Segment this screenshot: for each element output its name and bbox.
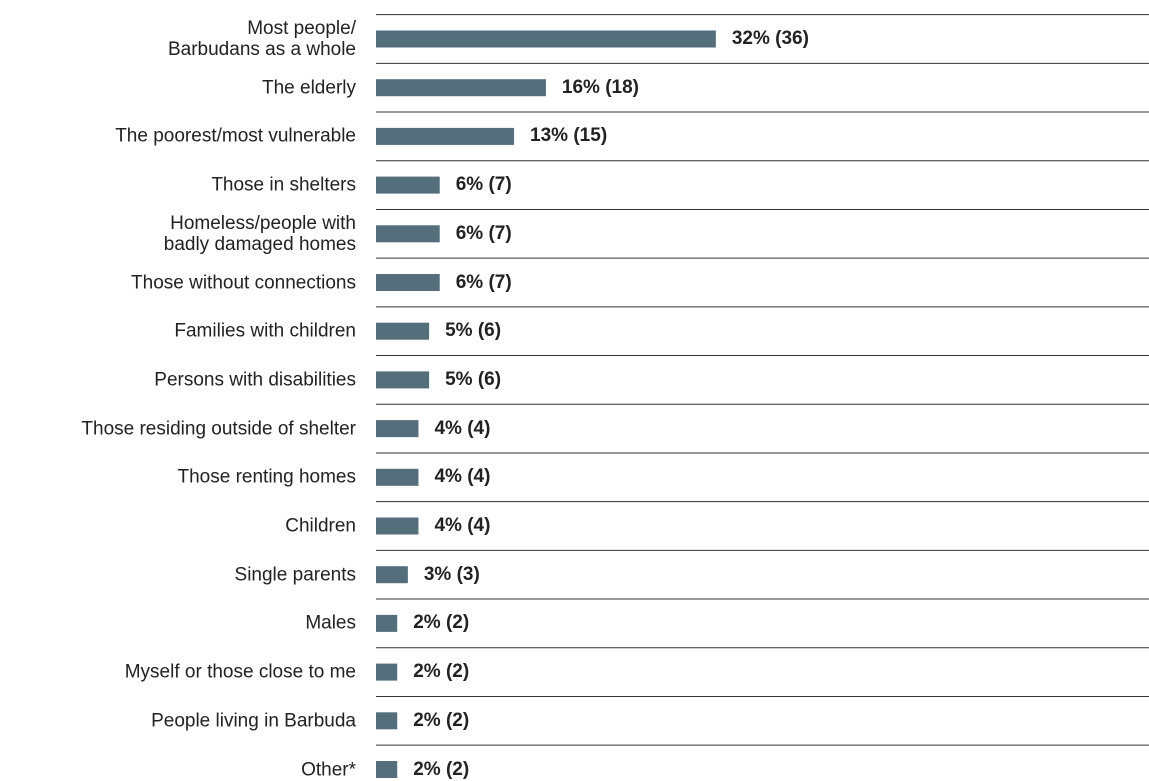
category-label: Single parents: [234, 564, 356, 586]
value-label: 5% (6): [445, 368, 502, 390]
value-label: 3% (3): [423, 563, 480, 585]
category-label: People living in Barbuda: [151, 710, 356, 732]
bar: [376, 468, 419, 486]
bar: [376, 712, 398, 730]
category-label: The poorest/most vulnerable: [115, 125, 356, 147]
value-label: 2% (2): [413, 758, 470, 780]
bar: [376, 566, 408, 584]
category-label: Males: [305, 612, 356, 634]
category-label: The elderly: [262, 77, 356, 99]
value-label: 13% (15): [530, 125, 608, 147]
category-label: Other*: [301, 759, 356, 780]
bar: [376, 322, 430, 340]
value-label: 6% (7): [455, 174, 512, 196]
value-label: 32% (36): [731, 28, 809, 49]
category-label: Myself or those close to me: [124, 661, 356, 683]
category-label: Families with children: [174, 320, 356, 342]
value-label: 5% (6): [445, 320, 502, 342]
bar: [376, 517, 419, 535]
value-label: 4% (4): [434, 515, 491, 536]
value-label: 6% (7): [455, 222, 512, 244]
bar: [376, 614, 398, 632]
value-label: 2% (2): [413, 612, 470, 634]
value-label: 2% (2): [413, 709, 470, 731]
value-label: 4% (4): [434, 466, 491, 488]
bar: [376, 663, 398, 681]
category-label: Those in shelters: [211, 174, 356, 196]
bar: [376, 176, 440, 194]
bar: [376, 761, 398, 778]
value-label: 16% (18): [561, 76, 640, 98]
category-label: Most people/ Barbudans as a whole: [167, 18, 356, 60]
value-label: 6% (7): [455, 271, 512, 293]
value-label: 2% (2): [413, 661, 470, 683]
category-label: Homeless/people with badly damaged homes: [163, 212, 356, 255]
bar: [376, 30, 716, 48]
category-label: Those renting homes: [177, 466, 357, 488]
bar: [376, 420, 419, 438]
bar: [376, 371, 430, 389]
category-label: Persons with disabilities: [154, 369, 356, 391]
bar: [376, 127, 515, 145]
value-label: 4% (4): [434, 417, 491, 439]
category-label: Those without connections: [131, 272, 356, 293]
bar: [376, 79, 546, 97]
bar: [376, 225, 440, 243]
category-label: Those residing outside of shelter: [81, 418, 356, 440]
bar: [376, 274, 440, 291]
category-label: Children: [285, 515, 356, 537]
